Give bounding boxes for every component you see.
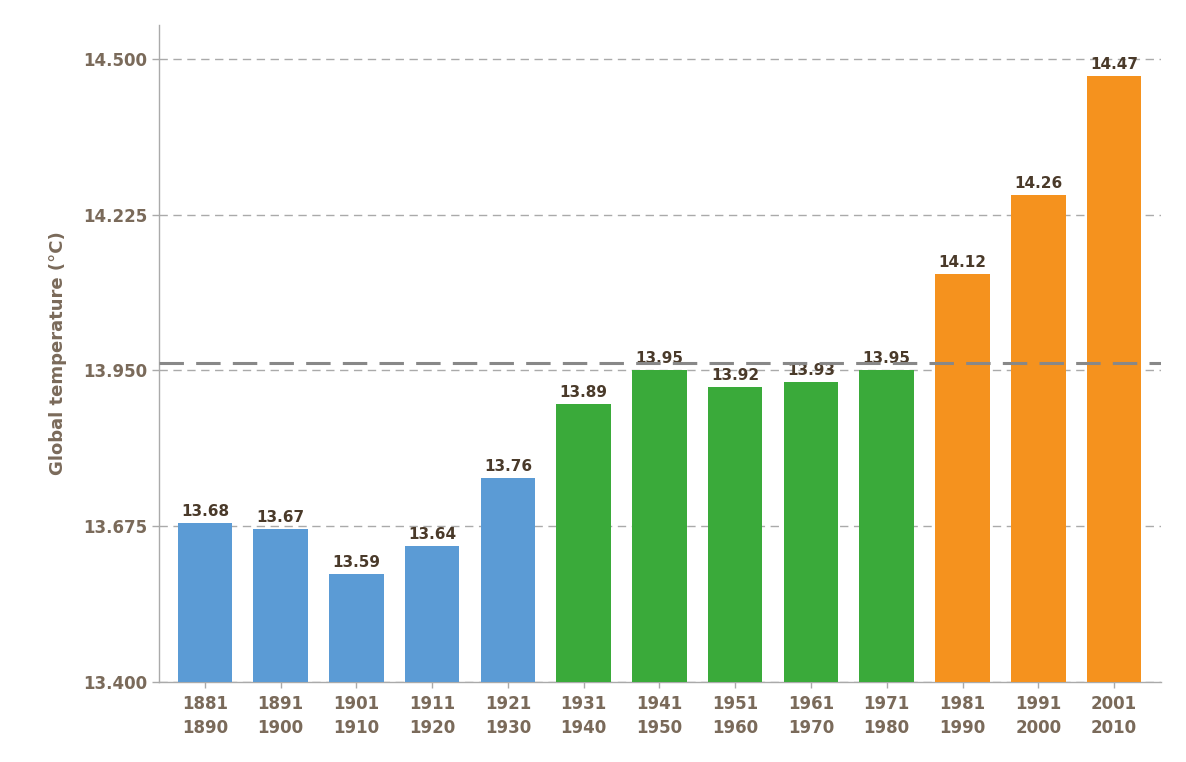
Bar [1086, 76, 1141, 681]
Text: 14.12: 14.12 [938, 255, 987, 270]
Bar [1010, 195, 1065, 681]
Bar [556, 404, 611, 681]
Bar [330, 574, 384, 681]
Text: 13.95: 13.95 [636, 351, 683, 367]
Text: 13.76: 13.76 [484, 459, 533, 474]
Text: 13.68: 13.68 [180, 504, 229, 519]
Bar [178, 523, 232, 681]
Bar [708, 387, 763, 681]
Text: 13.64: 13.64 [408, 527, 457, 542]
Text: 13.67: 13.67 [256, 510, 305, 525]
Text: 13.93: 13.93 [788, 363, 835, 378]
Bar [480, 478, 535, 681]
Text: 13.92: 13.92 [712, 368, 759, 383]
Y-axis label: Global temperature (°C): Global temperature (°C) [49, 232, 66, 475]
Text: 13.89: 13.89 [560, 386, 607, 400]
Bar [632, 370, 687, 681]
Text: 14.26: 14.26 [1014, 176, 1063, 190]
Bar [784, 382, 839, 681]
Text: 14.47: 14.47 [1090, 57, 1139, 72]
Text: 13.59: 13.59 [332, 555, 381, 570]
Bar [254, 529, 308, 681]
Bar [936, 274, 990, 681]
Text: 13.95: 13.95 [862, 351, 911, 367]
Bar [860, 370, 914, 681]
Bar [404, 546, 459, 681]
